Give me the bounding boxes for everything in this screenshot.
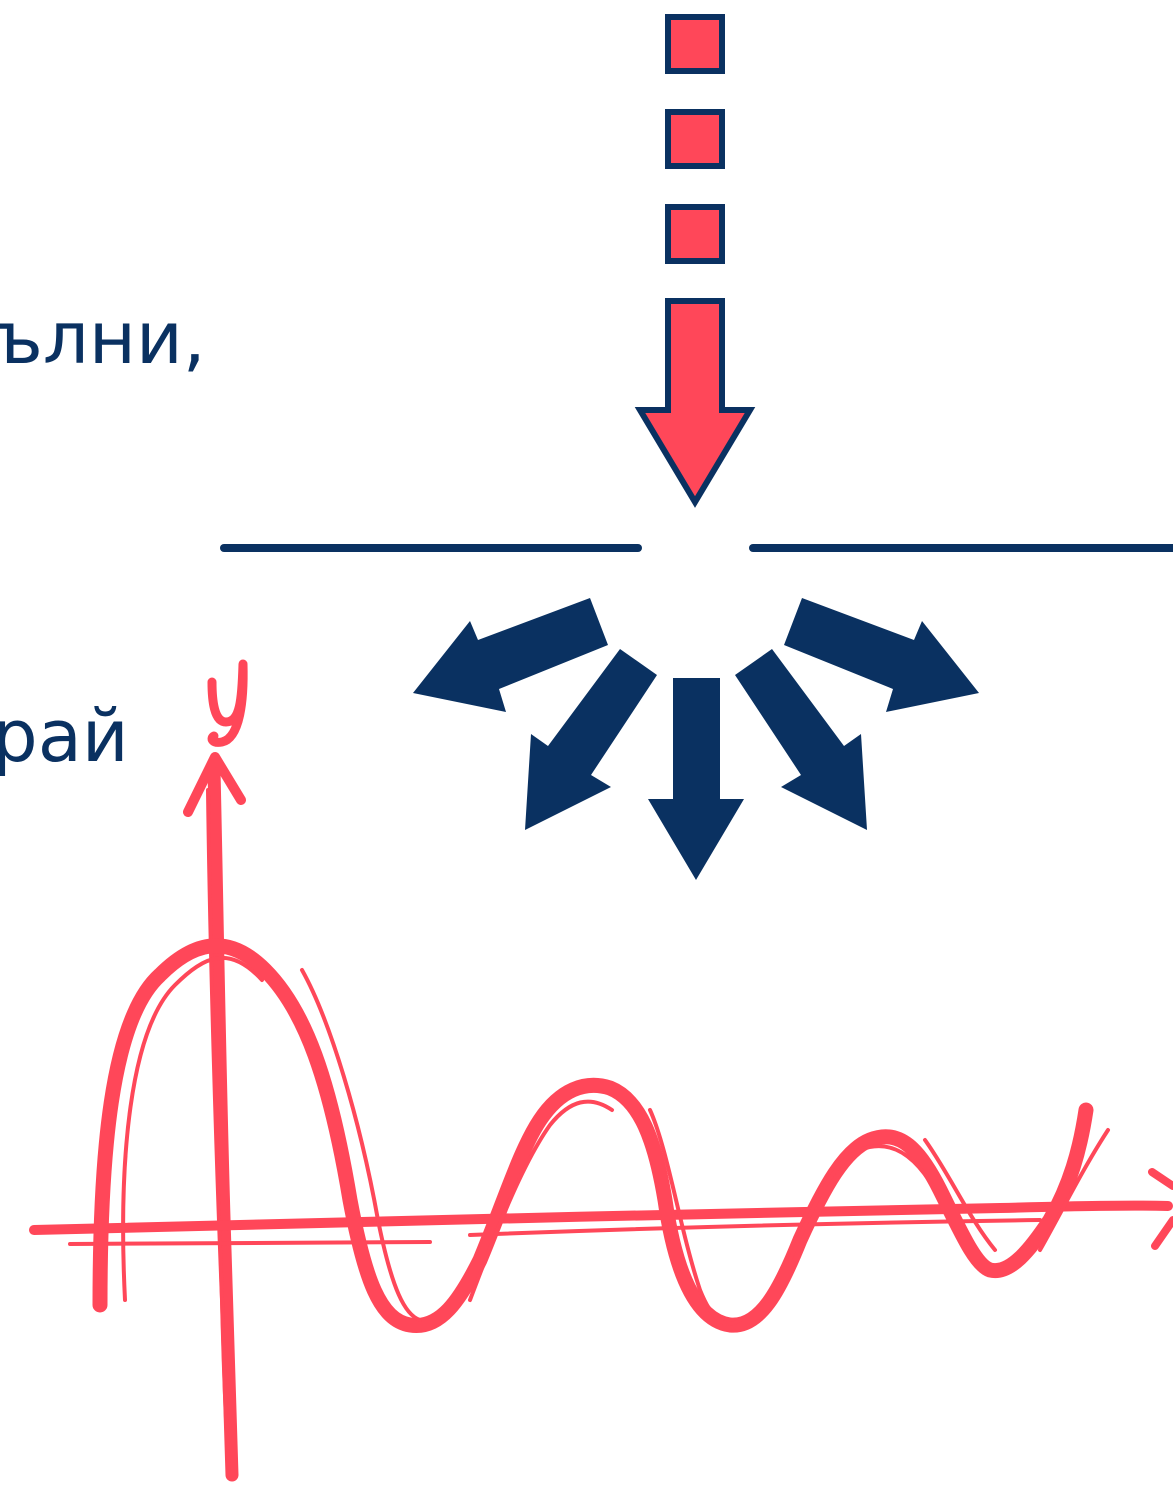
y-axis-arrowhead (183, 752, 246, 817)
x-axis-arrowhead (1148, 1168, 1173, 1250)
incoming-arrow-icon (634, 14, 756, 508)
y-axis-line (207, 763, 239, 1482)
arrow-center (648, 678, 744, 880)
dash-square-1 (665, 14, 725, 74)
arrow-far-right (784, 598, 979, 712)
text-fragment-edge: рай (0, 694, 129, 778)
wave-curve (92, 938, 1094, 1333)
arrow-far-left (413, 598, 608, 712)
y-axis-label (207, 659, 248, 747)
x-axis-line-overstroke (68, 1218, 1042, 1246)
damped-wave-graph (29, 659, 1173, 1482)
arrow-head-down (634, 298, 756, 508)
diffraction-arrows-icon (413, 598, 979, 880)
dash-square-3 (665, 204, 725, 264)
text-fragment-waves: ълни, (0, 296, 206, 380)
arrow-near-right (735, 649, 867, 830)
arrow-near-left (525, 649, 657, 830)
dash-square-2 (665, 109, 725, 169)
wave-curve-overstroke (121, 955, 1110, 1326)
x-axis-line (29, 1200, 1173, 1235)
